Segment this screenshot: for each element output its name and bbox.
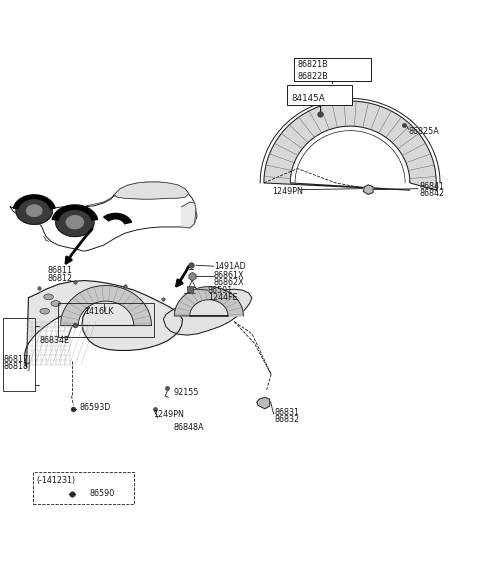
- Bar: [33, 472, 134, 503]
- Text: (-141231): (-141231): [36, 476, 75, 485]
- Text: 86591: 86591: [208, 285, 233, 295]
- Text: 86842: 86842: [419, 189, 444, 198]
- Text: 86862X: 86862X: [214, 278, 244, 287]
- Polygon shape: [104, 213, 132, 224]
- Polygon shape: [363, 185, 373, 195]
- Polygon shape: [264, 101, 436, 190]
- Polygon shape: [113, 182, 189, 199]
- Text: 92155: 92155: [174, 388, 200, 397]
- Text: 86811: 86811: [48, 267, 72, 275]
- Polygon shape: [257, 397, 270, 409]
- Text: 86818J: 86818J: [3, 362, 30, 371]
- Text: 86817J: 86817J: [3, 355, 30, 363]
- Polygon shape: [56, 208, 94, 237]
- Polygon shape: [60, 285, 152, 326]
- Text: 1244FE: 1244FE: [208, 293, 238, 302]
- Text: 86593D: 86593D: [80, 403, 111, 413]
- Polygon shape: [10, 182, 197, 251]
- Polygon shape: [13, 195, 55, 209]
- Polygon shape: [24, 281, 182, 367]
- Text: 86841: 86841: [419, 182, 444, 191]
- Bar: [294, 59, 371, 81]
- Polygon shape: [174, 287, 243, 316]
- Ellipse shape: [51, 301, 60, 306]
- Text: 1491AD: 1491AD: [214, 262, 245, 271]
- Text: 84145A: 84145A: [292, 94, 325, 103]
- Text: 86822B: 86822B: [298, 72, 328, 81]
- Text: 1249PN: 1249PN: [153, 410, 184, 419]
- Text: 86590: 86590: [89, 489, 115, 498]
- Text: 86831: 86831: [275, 408, 300, 417]
- Polygon shape: [66, 216, 84, 229]
- Text: 86825A: 86825A: [408, 127, 439, 136]
- Polygon shape: [181, 202, 196, 228]
- Polygon shape: [16, 197, 52, 224]
- Text: 86812: 86812: [48, 274, 73, 282]
- Polygon shape: [52, 205, 97, 220]
- Text: 1249PN: 1249PN: [273, 187, 303, 196]
- Ellipse shape: [44, 294, 53, 299]
- Text: 86848A: 86848A: [174, 423, 204, 432]
- Text: 1416LK: 1416LK: [84, 306, 114, 316]
- Text: 86834E: 86834E: [40, 336, 70, 345]
- Bar: [2, 318, 35, 391]
- Polygon shape: [26, 205, 42, 216]
- Text: 86861X: 86861X: [214, 271, 244, 280]
- Ellipse shape: [40, 308, 49, 314]
- Bar: [58, 302, 154, 337]
- Polygon shape: [163, 289, 252, 335]
- Text: 86832: 86832: [275, 415, 300, 424]
- Bar: [287, 86, 352, 105]
- Text: 86821B: 86821B: [298, 60, 328, 69]
